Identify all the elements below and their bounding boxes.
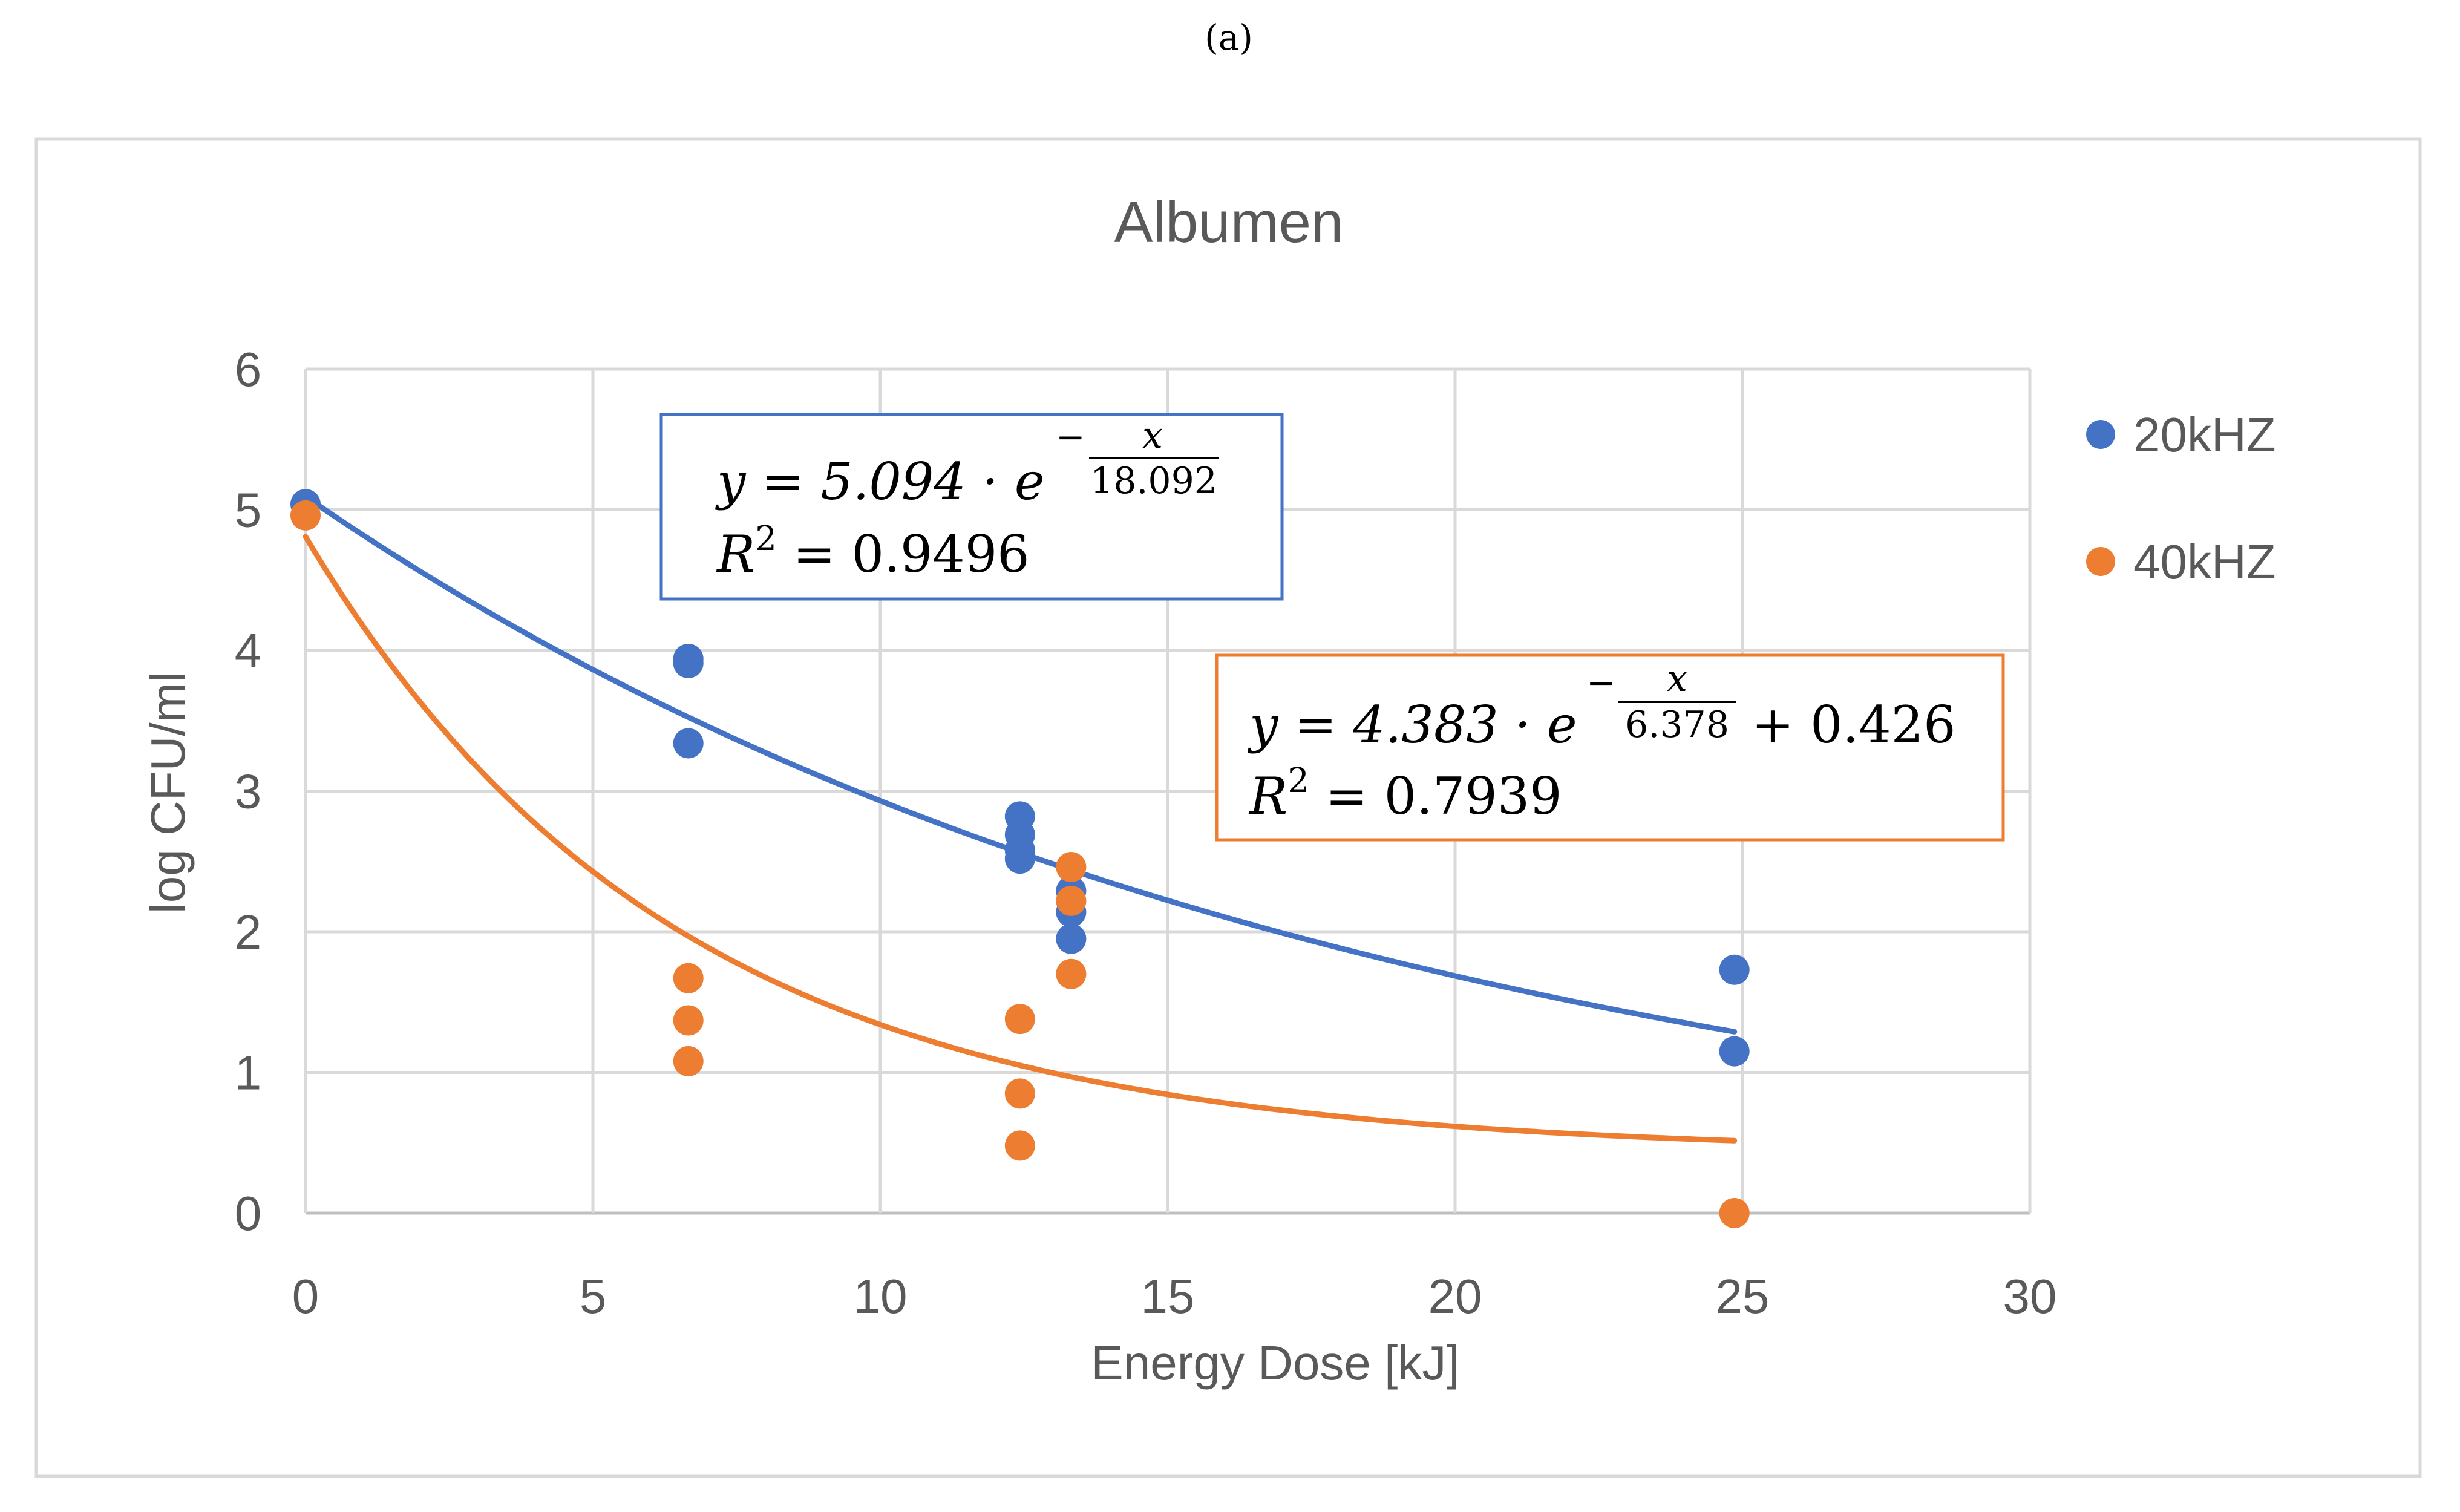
point-40khz-2[interactable] bbox=[673, 1005, 704, 1036]
legend-label-40khz: 40kHZ bbox=[2133, 535, 2276, 589]
exponent-numerator-20khz: x bbox=[1142, 414, 1163, 457]
legend-label-20khz: 20kHZ bbox=[2133, 408, 2276, 462]
point-40khz-8[interactable] bbox=[1056, 885, 1087, 916]
y-tick-label-1: 1 bbox=[235, 1046, 262, 1100]
legend: 20kHZ 40kHZ bbox=[2086, 408, 2276, 589]
point-40khz-3[interactable] bbox=[673, 1046, 704, 1076]
y-tick-label-3: 3 bbox=[235, 765, 262, 819]
y-tick-label-5: 5 bbox=[235, 483, 262, 537]
x-tick-label-25: 25 bbox=[1716, 1269, 1770, 1323]
equation-box-frame-20khz bbox=[659, 413, 1284, 601]
exponent-numerator-40khz: x bbox=[1667, 658, 1687, 700]
r-squared-40khz: R2 = 0.7939 bbox=[1248, 761, 1562, 826]
x-axis-label: Energy Dose [kJ] bbox=[1091, 1336, 1459, 1390]
exponent-denominator-40khz: 6.378 bbox=[1625, 704, 1729, 746]
legend-marker-20khz bbox=[2086, 420, 2115, 449]
exponent-minus-20khz: − bbox=[1056, 416, 1085, 457]
data-points bbox=[290, 489, 1750, 1228]
x-tick-labels: 0 5 10 15 20 25 30 bbox=[292, 1269, 2057, 1323]
point-20khz-3[interactable] bbox=[673, 728, 704, 759]
x-tick-label-10: 10 bbox=[854, 1269, 908, 1323]
y-tick-label-6: 6 bbox=[235, 342, 262, 396]
point-40khz-10[interactable] bbox=[1719, 1198, 1750, 1228]
point-40khz-4[interactable] bbox=[1004, 1004, 1035, 1035]
point-20khz-11[interactable] bbox=[1719, 954, 1750, 985]
point-20khz-12[interactable] bbox=[1719, 1036, 1750, 1067]
equation-20khz: y = 5.094 · e bbox=[715, 452, 1045, 511]
exponent-minus-40khz: − bbox=[1586, 662, 1616, 703]
equation-40khz: y = 4.383 · e bbox=[1247, 695, 1577, 754]
point-40khz-5[interactable] bbox=[1004, 1078, 1035, 1109]
point-40khz-6[interactable] bbox=[1004, 1130, 1035, 1161]
panel-label: (a) bbox=[1205, 17, 1253, 58]
x-tick-label-15: 15 bbox=[1141, 1269, 1195, 1323]
point-20khz-10[interactable] bbox=[1056, 923, 1087, 954]
legend-item-40khz[interactable]: 40kHZ bbox=[2086, 535, 2276, 589]
y-tick-label-2: 2 bbox=[235, 905, 262, 959]
equation-box-20khz: y = 5.094 · e − x 18.092 R2 = 0.9496 bbox=[659, 413, 1284, 601]
point-40khz-0[interactable] bbox=[290, 500, 321, 531]
x-tick-label-30: 30 bbox=[2003, 1269, 2057, 1323]
legend-marker-40khz bbox=[2086, 547, 2115, 576]
x-tick-label-5: 5 bbox=[580, 1269, 607, 1323]
legend-item-20khz[interactable]: 20kHZ bbox=[2086, 408, 2276, 462]
equation-offset-40khz: + 0.426 bbox=[1752, 695, 1956, 754]
y-tick-label-4: 4 bbox=[235, 624, 262, 678]
y-axis-label: log CFU/ml bbox=[141, 672, 195, 914]
point-40khz-7[interactable] bbox=[1056, 852, 1087, 883]
trendline-40khz bbox=[303, 534, 1738, 1144]
x-tick-label-0: 0 bbox=[292, 1269, 319, 1323]
r-squared-20khz: R2 = 0.9496 bbox=[716, 519, 1030, 584]
point-20khz-7[interactable] bbox=[1004, 843, 1035, 874]
y-tick-labels: 0 1 2 3 4 5 6 bbox=[235, 342, 262, 1240]
chart-title: Albumen bbox=[1114, 190, 1344, 255]
exponent-denominator-20khz: 18.092 bbox=[1090, 460, 1217, 502]
point-20khz-2[interactable] bbox=[673, 647, 704, 678]
point-40khz-9[interactable] bbox=[1056, 958, 1087, 989]
equation-box-40khz: y = 4.383 · e − x 6.378 + 0.426 R2 = 0.7… bbox=[1215, 653, 2005, 842]
x-tick-label-20: 20 bbox=[1428, 1269, 1482, 1323]
y-tick-label-0: 0 bbox=[235, 1186, 262, 1240]
equation-box-frame-40khz bbox=[1215, 653, 2005, 842]
point-40khz-1[interactable] bbox=[673, 963, 704, 993]
